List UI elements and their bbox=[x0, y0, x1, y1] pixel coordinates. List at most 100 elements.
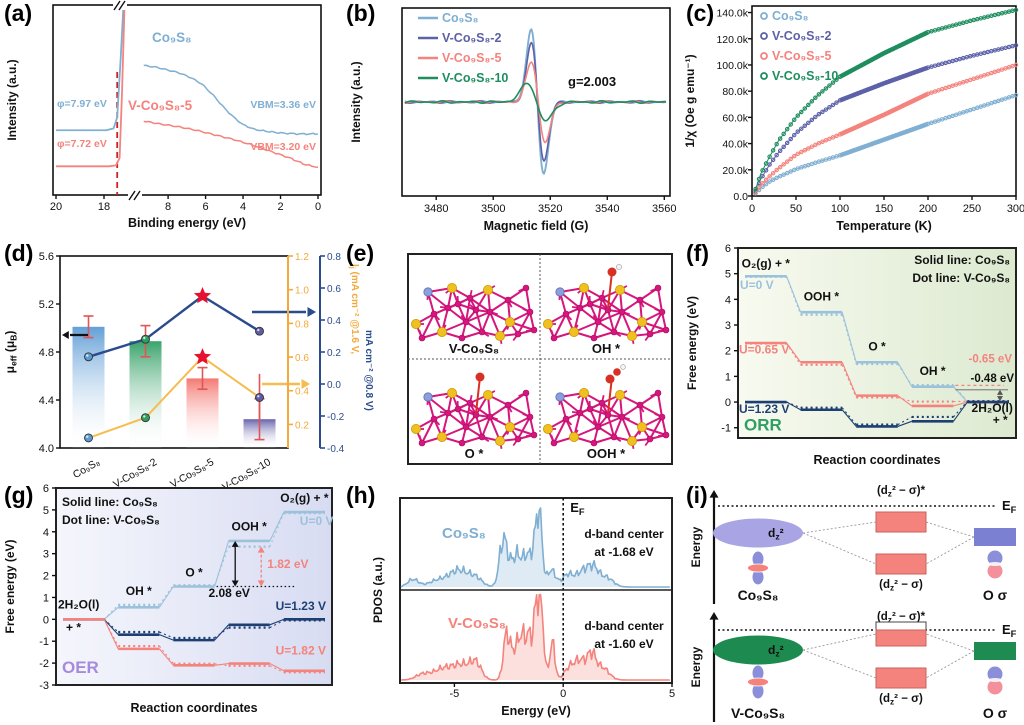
fermi-label: EF bbox=[1002, 498, 1017, 515]
x-tick: 150 bbox=[875, 203, 893, 215]
right-blue-tick: 0.0 bbox=[327, 380, 341, 391]
right-blue-tick: -0.4 bbox=[327, 444, 345, 455]
panel-h: -5 0 5 EF Co₉S₈ V-Co₉S₈ d-band center at -1.68 … bbox=[340, 480, 680, 725]
panel-b-plot: 3480 3500 3520 3540 3560 Co₉S₈ V-Co₉S₈-2 V-Co₉S… bbox=[349, 7, 677, 233]
right-blue-tick: 0.4 bbox=[327, 316, 341, 327]
potential-label: U=1.82 V bbox=[276, 643, 326, 657]
legend-item: Co₉S₈ bbox=[772, 9, 809, 23]
x-tick: 0 bbox=[315, 201, 321, 213]
bonding-label: (dz² − σ) bbox=[879, 693, 923, 707]
right-blue-tick: -0.2 bbox=[327, 412, 345, 423]
material-label: Co₉S₈ bbox=[738, 587, 779, 603]
panel-h-plot: -5 0 5 EF Co₉S₈ V-Co₉S₈ d-band center at -1.68 … bbox=[371, 497, 675, 718]
dband-label: d-band center bbox=[584, 527, 664, 541]
panel-b-letter: (b) bbox=[346, 0, 376, 26]
y-axis-label: 1/χ (Oe g emu⁻¹) bbox=[683, 54, 697, 147]
legend-item: V-Co₉S₈-2 bbox=[772, 29, 831, 43]
potential-label: U=0 V bbox=[300, 514, 334, 528]
y-tick: 0.0 bbox=[733, 191, 748, 203]
panel-c: 0 50 100 150 200 250 300 0.0 20.0k 40.0k 60.0k 80.0… bbox=[680, 0, 1024, 238]
y-axis-label: Free energy (eV) bbox=[3, 539, 17, 633]
y-tick: 4.4 bbox=[39, 395, 54, 407]
energy-axis-label: Energy bbox=[689, 646, 703, 687]
legend-item: Solid line: Co₉S₈ bbox=[914, 253, 1010, 267]
phi-label: φ=7.97 eV bbox=[57, 98, 107, 110]
potential-label: U=0.65 V bbox=[739, 342, 789, 356]
x-tick: 100 bbox=[831, 203, 849, 215]
x-tick: 5 bbox=[669, 688, 675, 700]
x-tick: 250 bbox=[963, 203, 981, 215]
energy-annotation: 1.82 eV bbox=[267, 557, 308, 571]
x-tick: 3480 bbox=[424, 203, 448, 215]
y-tick: 1 bbox=[43, 592, 49, 604]
x-axis-label: Binding energy (eV) bbox=[128, 216, 246, 230]
y-tick: 0 bbox=[43, 614, 49, 626]
panel-e: V-Co₉S₈ OH * O * OOH * bbox=[340, 238, 680, 480]
y-tick: 40.0k bbox=[722, 139, 748, 151]
o-orbital-label: O σ bbox=[983, 587, 1008, 603]
x-tick: 3560 bbox=[652, 203, 676, 215]
y-tick: -1 bbox=[721, 423, 731, 435]
panel-g-plot: -3 -2 -1 0 1 2 3 4 5 6 Reaction coordinates Free en… bbox=[3, 483, 334, 715]
right-blue-tick: 0.2 bbox=[327, 348, 341, 359]
structure-label: O * bbox=[465, 446, 485, 461]
step-label: O * bbox=[185, 566, 203, 580]
x-tick: 2 bbox=[277, 201, 283, 213]
panel-g: -3 -2 -1 0 1 2 3 4 5 6 Reaction coordinates Free en… bbox=[0, 480, 340, 725]
y-tick: 3 bbox=[725, 320, 731, 332]
material-label: V-Co₉S₈ bbox=[731, 705, 785, 721]
panel-e-plot: V-Co₉S₈ OH * O * OOH * bbox=[407, 253, 673, 465]
energy-annotation: 2.08 eV bbox=[209, 586, 250, 600]
panel-h-letter: (h) bbox=[346, 482, 376, 508]
y-tick: 5 bbox=[43, 505, 49, 517]
o-orbital-label: O σ bbox=[983, 705, 1008, 721]
panel-d-letter: (d) bbox=[4, 240, 34, 266]
step-label: 2H₂O(l) bbox=[58, 597, 99, 611]
step-label: OH * bbox=[920, 364, 946, 378]
step-label: OOH * bbox=[232, 520, 268, 534]
x-tick: 8 bbox=[165, 201, 171, 213]
x-axis-label: Reaction coordinates bbox=[130, 701, 257, 715]
y-tick: 1 bbox=[725, 371, 731, 383]
dband-label: d-band center bbox=[584, 619, 664, 633]
x-axis-label: Reaction coordinates bbox=[813, 453, 940, 467]
antibonding-label: (dz² − σ)* bbox=[877, 611, 926, 625]
vbm-label: VBM=3.20 eV bbox=[250, 141, 316, 153]
y-axis-label: PDOS (a.u.) bbox=[371, 557, 385, 623]
panel-i-plot: Energy EF (dz² − σ)* (dz² − σ) dz² Co₉S₈ O σ En… bbox=[689, 485, 1017, 722]
y-tick: 2 bbox=[725, 346, 731, 358]
fermi-label: EF bbox=[570, 500, 585, 517]
y-axis-label: Free energy (eV) bbox=[685, 296, 699, 390]
y-tick: 4.8 bbox=[39, 347, 54, 359]
step-label: O * bbox=[868, 340, 886, 354]
dband-label: at -1.60 eV bbox=[594, 637, 653, 651]
x-tick: 50 bbox=[790, 203, 802, 215]
right-orange-axis-label: Ij (mA cm⁻² @1.6 V, bbox=[348, 264, 360, 354]
panel-d-plot: 4.0 4.4 4.8 5.2 5.6 1.2 1.0 0.8 0.6 0.4 0.2 0.8 0.6 0… bbox=[3, 251, 374, 494]
vbm-label: VBM=3.36 eV bbox=[250, 99, 316, 111]
fermi-label: EF bbox=[1002, 622, 1017, 639]
x-tick: 300 bbox=[1007, 203, 1024, 215]
panel-f-letter: (f) bbox=[686, 240, 709, 266]
legend-item: Solid line: Co₉S₈ bbox=[62, 495, 158, 509]
y-tick: 120.0k bbox=[716, 34, 748, 46]
y-tick: 3 bbox=[43, 549, 49, 561]
right-blue-tick: 0.6 bbox=[327, 284, 341, 295]
step-label: + * bbox=[66, 620, 81, 634]
structure-label: OH * bbox=[592, 341, 621, 356]
y-tick: 5 bbox=[725, 269, 731, 281]
right-orange-tick: 0.4 bbox=[295, 387, 309, 398]
y-tick: 5.2 bbox=[39, 299, 54, 311]
potential-label: U=1.23 V bbox=[276, 599, 326, 613]
legend-item: V-Co₉S₈-5 bbox=[442, 51, 501, 65]
x-axis-label: Energy (eV) bbox=[501, 704, 570, 718]
x-tick: 18 bbox=[98, 201, 110, 213]
step-label: O₂(g) + * bbox=[280, 491, 329, 505]
x-tick: 20 bbox=[50, 201, 62, 213]
panel-d: 4.0 4.4 4.8 5.2 5.6 1.2 1.0 0.8 0.6 0.4 0.2 0.8 0.6 0… bbox=[0, 238, 374, 494]
g-value-label: g=2.003 bbox=[568, 74, 616, 89]
reaction-tag: OER bbox=[62, 658, 99, 677]
right-orange-tick: 1.2 bbox=[295, 252, 309, 263]
y-tick: 100.0k bbox=[716, 60, 748, 72]
y-tick: 4 bbox=[725, 294, 731, 306]
